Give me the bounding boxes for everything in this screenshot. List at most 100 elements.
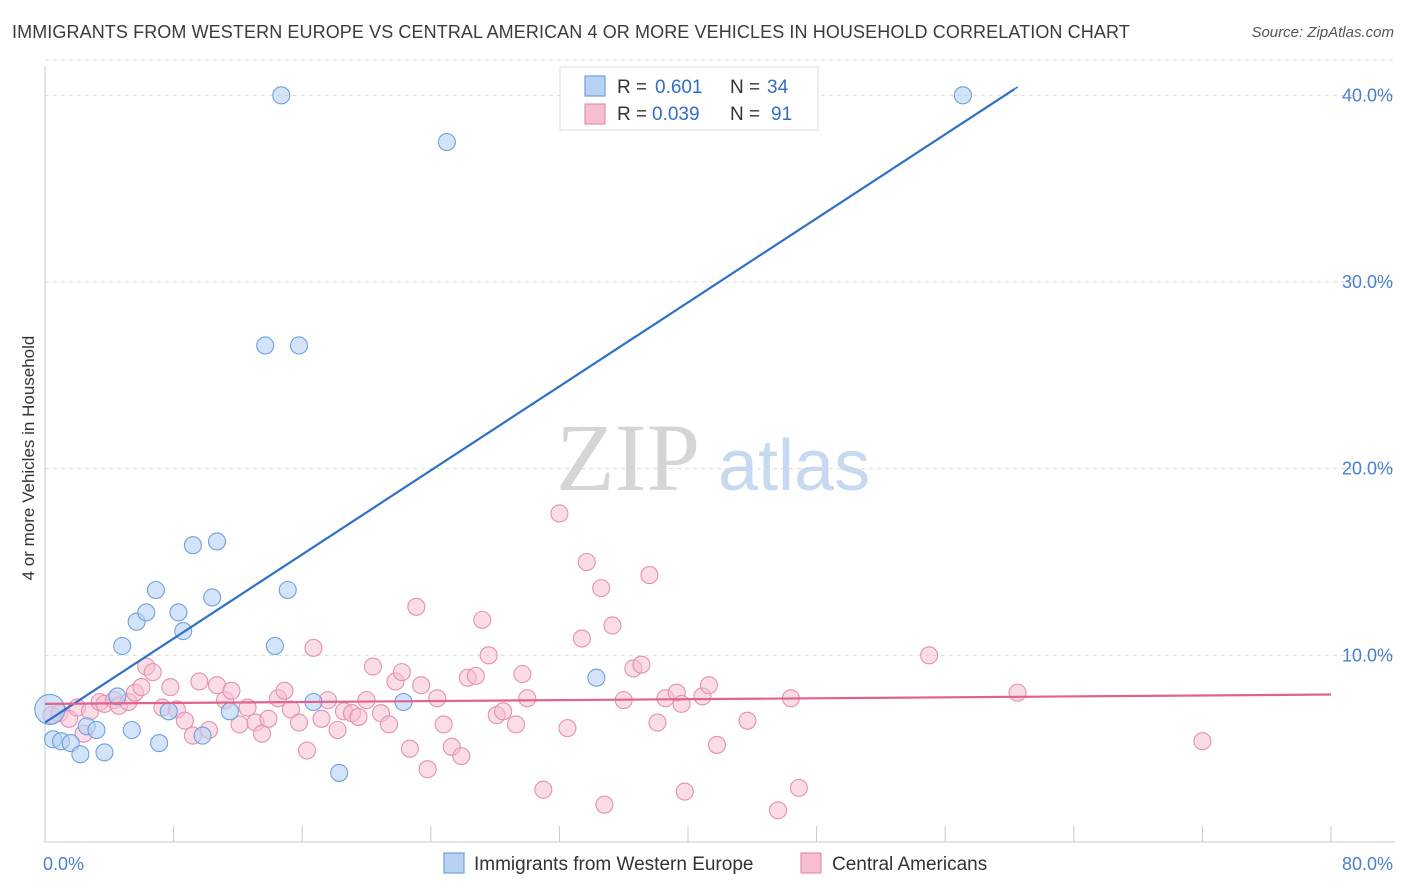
pink-point-65 [534, 780, 553, 799]
pink-point-18 [175, 711, 194, 730]
legend-n-label-1: N = [730, 77, 760, 98]
pink-point-76 [640, 566, 659, 585]
pink-point-58 [473, 610, 492, 629]
blue-point-32 [587, 668, 606, 687]
pink-point-16 [161, 678, 180, 697]
pink-point-24 [222, 681, 241, 700]
pink-point-50 [412, 676, 431, 695]
pink-point-33 [289, 713, 309, 732]
blue-point-31 [437, 132, 456, 152]
pink-point-63 [513, 664, 532, 684]
pink-point-53 [434, 715, 453, 734]
pink-point-28 [252, 724, 272, 743]
pink-point-51 [418, 760, 437, 779]
blue-trend-extension [1013, 85, 1020, 90]
legend-n-value-2: 91 [771, 104, 792, 125]
pink-point-36 [312, 709, 331, 728]
y-tick-label-2: 30.0% [1342, 272, 1393, 292]
y-axis-label: 4 or more Vehicles in Household [19, 336, 38, 581]
blue-point-9 [113, 636, 132, 656]
blue-point-22 [220, 702, 239, 721]
blue-point-7 [95, 743, 114, 762]
pink-point-42 [357, 691, 376, 710]
chart-title: IMMIGRANTS FROM WESTERN EUROPE VS CENTRA… [12, 22, 1130, 42]
pink-point-77 [648, 713, 667, 732]
x-tick-label-1: 80.0% [1342, 854, 1393, 874]
western-europe-points [34, 86, 972, 782]
pink-point-12 [132, 678, 151, 697]
tick-labels: 10.0% 20.0% 30.0% 40.0% 0.0% 80.0% [43, 85, 1393, 874]
bottom-legend-label-blue: Immigrants from Western Europe [474, 854, 753, 875]
pink-point-80 [672, 694, 691, 713]
bottom-legend-swatch-blue [443, 852, 465, 874]
gridlines [45, 59, 1395, 656]
axes [44, 66, 1395, 843]
pink-point-89 [920, 646, 939, 665]
pink-point-35 [304, 638, 323, 657]
pink-point-70 [592, 579, 611, 598]
legend-r-value-2: 0.039 [652, 104, 700, 125]
pink-trend-line [44, 693, 1332, 705]
x-tick-label-0: 0.0% [43, 854, 84, 874]
pink-point-55 [452, 747, 471, 766]
legend: R = 0.601 N = 34 R = 0.039 N = 91 [559, 66, 819, 131]
blue-point-21 [207, 532, 227, 551]
bottom-legend-label-pink: Central Americans [832, 854, 987, 875]
pink-point-86 [768, 801, 788, 820]
y-tick-label-1: 20.0% [1342, 459, 1393, 479]
pink-point-48 [400, 739, 419, 758]
pink-point-85 [738, 711, 757, 730]
pink-point-83 [699, 676, 718, 695]
blue-point-10 [122, 720, 141, 740]
pink-point-62 [506, 715, 526, 734]
blue-point-20 [203, 588, 222, 607]
watermark: ZIP atlas [556, 404, 870, 511]
blue-trend-line [44, 88, 1015, 724]
pink-point-20 [190, 672, 209, 691]
blue-point-8 [108, 687, 127, 706]
pink-point-67 [558, 719, 577, 738]
legend-r-value-1: 0.601 [655, 77, 703, 98]
legend-n-label-2: N = [730, 104, 760, 125]
pink-point-45 [379, 715, 399, 734]
pink-point-32 [281, 700, 300, 719]
blue-point-33 [953, 86, 972, 105]
pink-point-88 [789, 778, 808, 797]
pink-point-38 [328, 720, 347, 740]
pink-point-49 [407, 597, 426, 616]
pink-point-68 [572, 629, 591, 648]
pink-point-43 [363, 657, 382, 676]
pink-point-66 [550, 504, 569, 523]
pink-point-71 [595, 795, 614, 814]
blue-point-13 [146, 580, 165, 600]
pink-point-90 [1193, 732, 1212, 751]
blue-point-18 [183, 536, 202, 555]
blue-point-25 [272, 86, 291, 105]
blue-point-15 [159, 702, 178, 721]
pink-point-81 [675, 782, 694, 801]
pink-point-84 [707, 735, 726, 754]
blue-point-14 [150, 734, 169, 753]
pink-point-61 [494, 702, 513, 721]
legend-n-value-1: 34 [767, 77, 789, 98]
blue-point-23 [256, 336, 275, 355]
blue-point-26 [278, 580, 297, 600]
legend-swatch-pink [584, 103, 606, 125]
pink-point-59 [479, 646, 498, 665]
bottom-legend: Immigrants from Western Europe Central A… [443, 852, 987, 875]
pink-point-91 [1008, 683, 1027, 702]
watermark-atlas: atlas [718, 426, 870, 506]
pink-point-75 [632, 655, 651, 674]
pink-point-64 [518, 689, 537, 708]
watermark-zip: ZIP [556, 404, 700, 511]
bottom-legend-swatch-pink [800, 852, 822, 874]
pink-point-52 [428, 689, 447, 708]
blue-point-27 [289, 336, 309, 355]
pink-point-57 [466, 666, 485, 685]
legend-swatch-blue [584, 75, 606, 97]
trend-lines [44, 85, 1332, 724]
pink-point-41 [349, 707, 368, 726]
blue-point-4 [71, 745, 90, 764]
legend-r-label-2: R = [617, 104, 647, 125]
